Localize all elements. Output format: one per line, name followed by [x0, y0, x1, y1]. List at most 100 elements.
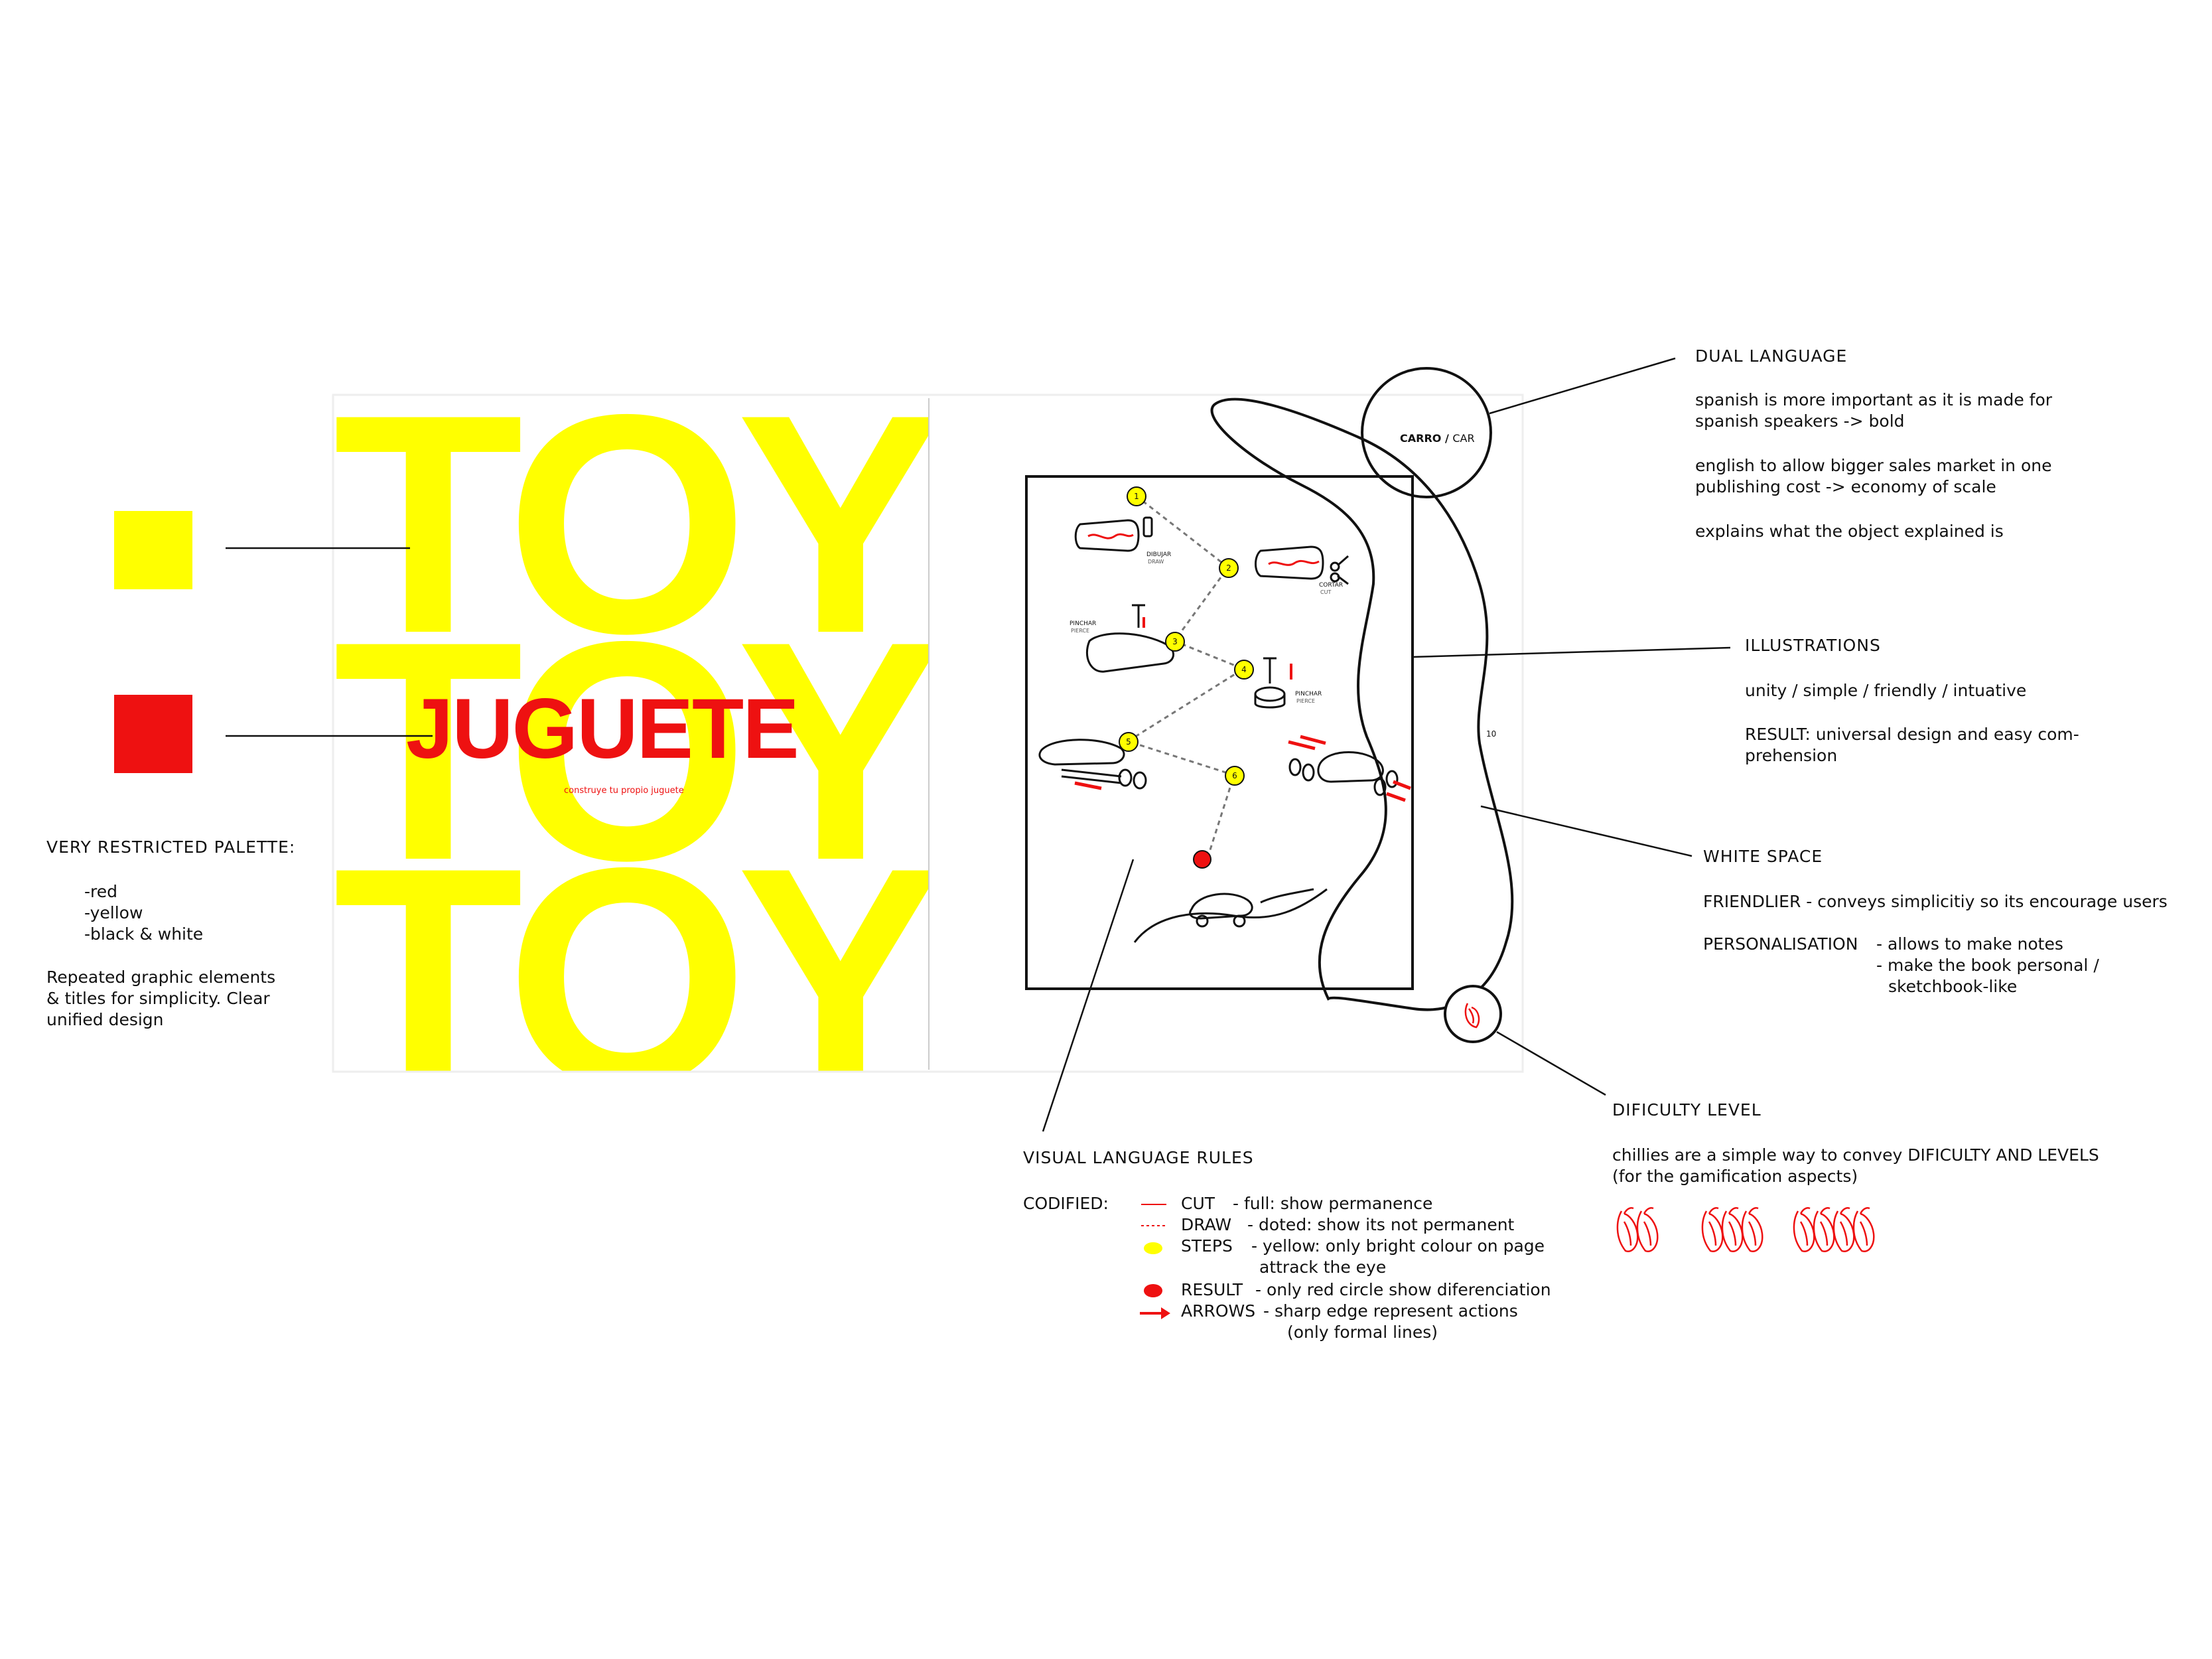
result-legend-dot — [1144, 1284, 1162, 1297]
white-space-title: WHITE SPACE — [1703, 847, 1823, 866]
toy-word-top: TOY — [333, 395, 929, 698]
label-draw-es: DIBUJAR — [1146, 551, 1171, 558]
white-space-personalisation-2: - make the book personal / — [1876, 956, 2099, 975]
rule-result-name: RESULT — [1181, 1280, 1243, 1299]
label-cut-en: CUT — [1320, 589, 1331, 595]
difficulty-line2: (for the gamification aspects) — [1612, 1167, 1858, 1186]
chilli-icon — [1813, 1207, 1835, 1253]
chilli-icon — [1701, 1207, 1724, 1253]
illustrations-line2b: prehension — [1745, 746, 1838, 765]
chilli-icon — [1852, 1207, 1875, 1253]
illustrations-title: ILLUSTRATIONS — [1745, 636, 1881, 655]
svg-text:CARRO / CAR: CARRO / CAR — [1400, 432, 1475, 445]
header-separator: / — [1441, 432, 1452, 445]
chilli-icon — [1793, 1207, 1815, 1253]
rule-steps-desc: - yellow: only bright colour on page — [1251, 1236, 1545, 1256]
palette-item-yellow: -yellow — [84, 903, 143, 922]
bottle-draw-illustration — [1074, 516, 1153, 552]
chilli-icon — [1832, 1207, 1855, 1253]
illustrations-connector — [1412, 646, 1731, 658]
dual-language-p3: explains what the object explained is — [1695, 522, 2004, 541]
dual-language-p1-line2: spanish speakers -> bold — [1695, 411, 1905, 431]
dual-language-p2-line1: english to allow bigger sales market in … — [1695, 456, 2052, 475]
header-english: CAR — [1452, 432, 1474, 445]
axle-assembly-illustration — [1038, 739, 1147, 790]
label-pierce-a-en: PIERCE — [1071, 628, 1089, 634]
rule-draw-name: DRAW — [1181, 1215, 1232, 1234]
chilli-icon — [1721, 1207, 1744, 1253]
illustrations-line2a: RESULT: universal design and easy com- — [1745, 725, 2079, 744]
rule-cut-desc: - full: show permanence — [1233, 1194, 1433, 1213]
dual-language-p1-line1: spanish is more important as it is made … — [1695, 390, 2053, 409]
palette-note-line-1: Repeated graphic elements — [46, 968, 276, 987]
red-swatch — [114, 695, 192, 773]
rule-steps-name: STEPS — [1181, 1236, 1233, 1256]
illustrations-line1: unity / simple / friendly / intuative — [1745, 681, 2027, 700]
finished-car-illustration — [1133, 888, 1328, 943]
instructions-page — [929, 395, 1523, 1072]
rule-result-desc: - only red circle show diferenciation — [1255, 1280, 1551, 1299]
palette-note-line-2: & titles for simplicity. Clear — [46, 989, 270, 1008]
difficulty-line1: chillies are a simple way to convey DIFI… — [1612, 1145, 2099, 1165]
label-cut-es: CORTAR — [1319, 582, 1343, 589]
steps-legend-dot — [1144, 1242, 1162, 1254]
header-spanish: CARRO — [1400, 432, 1441, 445]
step-path — [1125, 494, 1246, 859]
dual-language-p2-line2: publishing cost -> economy of scale — [1695, 477, 1996, 496]
language-circle — [1361, 367, 1492, 498]
yellow-swatch — [114, 511, 192, 589]
step-marker: 3 — [1165, 632, 1185, 652]
result-marker — [1193, 850, 1211, 869]
palette-item-red: -red — [84, 882, 117, 901]
cover-page: TOY TOY TOY — [333, 395, 929, 1072]
white-space-friendlier: FRIENDLIER - conveys simplicitiy so its … — [1703, 892, 2168, 911]
mini-chilli-icon — [1464, 1003, 1480, 1029]
step-marker: 4 — [1234, 660, 1254, 680]
white-space-personalisation-3: sketchbook-like — [1888, 977, 2018, 996]
page-number: 10 — [1486, 729, 1496, 739]
codified-label: CODIFIED: — [1023, 1194, 1109, 1213]
step-marker: 1 — [1127, 486, 1146, 506]
rule-steps-desc2: attrack the eye — [1259, 1258, 1387, 1277]
pierce-cap-illustration — [1254, 657, 1292, 709]
chilli-icon — [1741, 1207, 1763, 1253]
chilli-icon — [1636, 1207, 1659, 1253]
bottle-cut-illustration — [1255, 545, 1349, 585]
white-space-loop — [1210, 397, 1514, 1011]
cover-title: JUGUETE — [406, 682, 799, 776]
chilli-icon — [1616, 1207, 1639, 1253]
white-space-connector — [1480, 805, 1693, 857]
toy-word-middle: TOY — [333, 577, 929, 925]
step-marker: 6 — [1225, 766, 1245, 786]
step-marker: 5 — [1119, 732, 1139, 752]
dual-language-title: DUAL LANGUAGE — [1695, 346, 1848, 366]
instruction-frame — [1025, 475, 1414, 990]
label-pierce-b-es: PINCHAR — [1295, 691, 1322, 697]
label-pierce-a-es: PINCHAR — [1070, 620, 1096, 627]
dual-language-connector — [1489, 357, 1676, 415]
palette-note-line-3: unified design — [46, 1010, 164, 1029]
cover-subtitle: construye tu propio juguete — [564, 786, 684, 796]
rule-arrows-desc2: (only formal lines) — [1287, 1323, 1438, 1342]
rule-draw-desc: - doted: show its not permanent — [1247, 1215, 1515, 1234]
step-marker: 2 — [1219, 558, 1239, 578]
difficulty-title: DIFICULTY LEVEL — [1612, 1100, 1762, 1119]
spread-outline — [332, 394, 1524, 1073]
label-draw-en: DRAW — [1148, 559, 1164, 565]
palette-item-black-white: -black & white — [84, 924, 204, 944]
palette-title: VERY RESTRICTED PALETTE: — [46, 837, 296, 857]
label-pierce-b-en: PIERCE — [1296, 698, 1315, 704]
visual-language-connector — [1042, 859, 1135, 1132]
rule-cut-name: CUT — [1181, 1194, 1215, 1213]
rule-arrows-desc: - sharp edge represent actions — [1263, 1301, 1518, 1321]
arrows-legend-icon — [1140, 1307, 1170, 1319]
white-space-personalisation-1: - allows to make notes — [1876, 934, 2063, 954]
pierce-body-illustration — [1085, 604, 1174, 673]
visual-language-title: VISUAL LANGUAGE RULES — [1023, 1148, 1254, 1167]
toy-word-bottom: TOY — [333, 803, 929, 1072]
rule-arrows-name: ARROWS — [1181, 1301, 1256, 1321]
car-wheels-illustration — [1288, 735, 1411, 802]
difficulty-connector — [1496, 1031, 1606, 1096]
white-space-personalisation-label: PERSONALISATION — [1703, 934, 1858, 954]
